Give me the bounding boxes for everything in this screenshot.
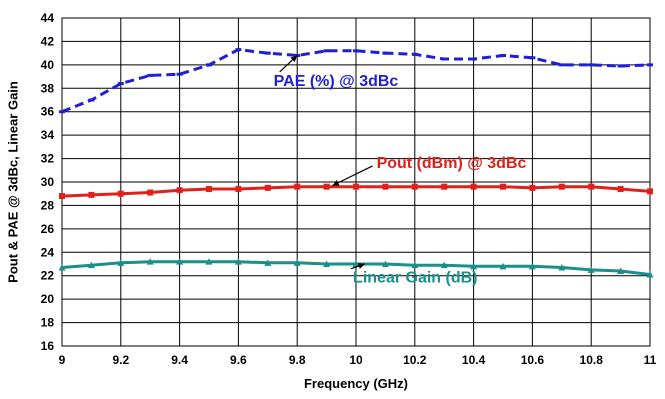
data-point [411, 183, 418, 190]
x-tick-label: 11 [644, 353, 657, 367]
data-point [146, 258, 154, 265]
x-tick-label: 9.2 [112, 353, 129, 367]
data-point [264, 184, 271, 191]
data-point [470, 262, 478, 270]
series-pout [59, 183, 653, 200]
data-point [352, 260, 360, 267]
data-point [234, 258, 242, 265]
data-point [440, 261, 448, 269]
data-point [617, 267, 625, 275]
data-point [353, 183, 359, 190]
series [58, 48, 654, 278]
data-point [441, 183, 448, 190]
data-point [117, 259, 125, 266]
plot-frame [61, 17, 651, 347]
y-tick-label: 22 [41, 269, 55, 283]
annotation-pae: PAE (%) @ 3dBc [274, 73, 399, 90]
data-point [59, 193, 65, 200]
data-point [323, 183, 330, 190]
data-point [235, 186, 242, 193]
tick-labels: 16 18 20 22 24 26 28 30 32 34 36 38 40 42 44 9 9.2 9.4 9.6… [41, 11, 657, 367]
y-tick-label: 18 [41, 316, 55, 330]
data-point [88, 191, 95, 198]
data-point [500, 183, 506, 190]
x-tick-label: 10.6 [521, 353, 545, 367]
x-tick-label: 9.8 [289, 353, 306, 367]
y-tick-label: 36 [41, 105, 55, 119]
x-tick-label: 10.8 [580, 353, 604, 367]
y-tick-label: 38 [41, 81, 55, 95]
data-point [206, 186, 212, 193]
x-tick-label: 9.4 [171, 353, 188, 367]
data-point [58, 264, 66, 271]
data-point [264, 259, 272, 266]
data-point [176, 187, 183, 194]
data-point [647, 188, 653, 195]
x-tick-label: 10.2 [403, 353, 427, 367]
data-point [558, 264, 566, 271]
data-point [587, 266, 595, 273]
data-point [470, 183, 477, 190]
data-point [293, 259, 301, 266]
annotation-leader-pout [332, 165, 373, 187]
data-point [87, 261, 95, 269]
data-point [499, 262, 507, 270]
data-point [558, 183, 565, 190]
data-point [147, 189, 154, 196]
y-tick-label: 24 [41, 245, 55, 259]
x-tick-label: 10 [349, 353, 363, 367]
annotation-arrowhead-pae [290, 55, 298, 63]
x-tick-label: 10.4 [462, 353, 486, 367]
annotation-linear-gain: Linear Gain (dB) [353, 270, 477, 287]
grid [61, 17, 651, 347]
y-tick-label: 44 [41, 11, 55, 25]
data-point [646, 271, 654, 278]
y-tick-label: 28 [41, 198, 55, 212]
x-tick-label: 9 [59, 353, 66, 367]
data-point [205, 258, 213, 265]
data-point [294, 183, 301, 190]
y-tick-label: 34 [41, 128, 55, 142]
y-tick-label: 16 [41, 339, 55, 353]
y-axis-title: Pout & PAE @ 3dBc, Linear Gain [5, 81, 20, 283]
data-point [411, 261, 419, 269]
data-point [588, 183, 595, 190]
annotation-arrowhead-pout [332, 180, 340, 186]
data-point [117, 190, 124, 197]
y-tick-label: 30 [41, 175, 55, 189]
y-tick-label: 26 [41, 222, 55, 236]
x-tick-label: 9.6 [230, 353, 247, 367]
y-tick-label: 42 [41, 34, 55, 48]
annotation-pout: Pout (dBm) @ 3dBc [377, 155, 527, 172]
data-point [323, 260, 331, 267]
data-point [382, 183, 389, 190]
data-point [529, 184, 536, 191]
annotations: PAE (%) @ 3dBc Pout (dBm) @ 3dBc Linear Ga… [274, 55, 527, 287]
x-axis-title: Frequency (GHz) [304, 376, 408, 391]
series-line [61, 48, 651, 114]
data-point [617, 186, 624, 193]
y-tick-label: 32 [41, 152, 55, 166]
data-point [528, 262, 536, 270]
data-point [381, 260, 389, 267]
annotation-arrowhead-linear-gain [357, 263, 365, 269]
data-point [176, 258, 184, 265]
series-pae [59, 48, 653, 114]
series-linear-gain [58, 258, 654, 278]
y-tick-label: 40 [41, 58, 55, 72]
y-tick-label: 20 [41, 292, 55, 306]
